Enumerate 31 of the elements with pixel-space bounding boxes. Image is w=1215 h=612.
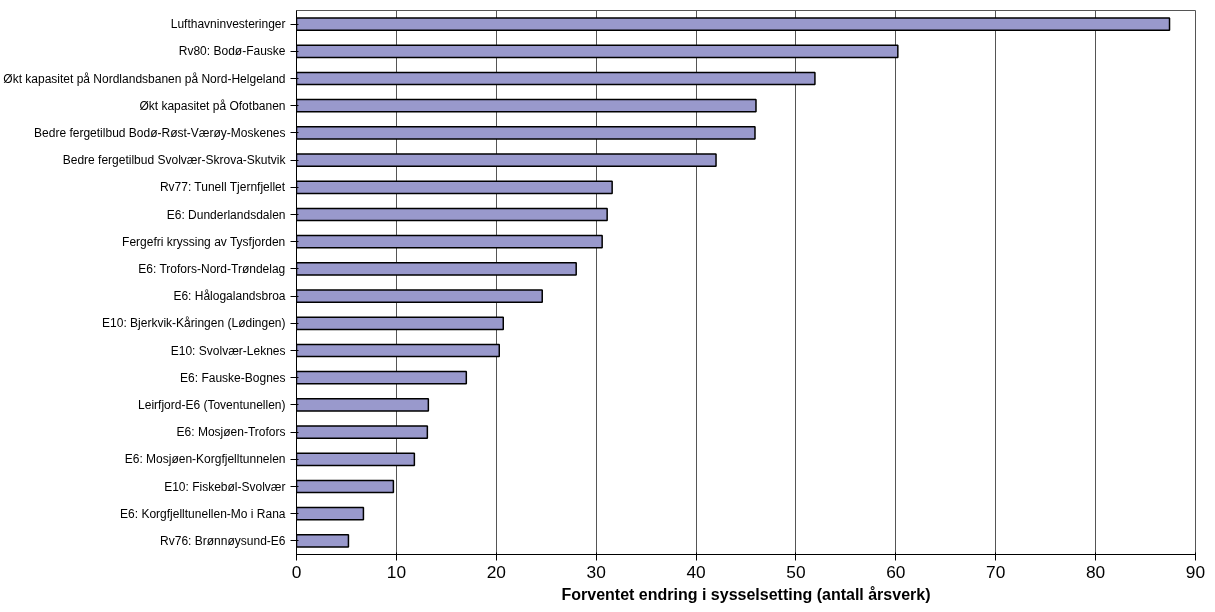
x-tick-label: 40 (686, 561, 706, 582)
x-axis-title: Forventet endring i sysselsetting (antall årsverk) (561, 585, 931, 603)
x-tick-label: 50 (786, 561, 806, 582)
x-tick-label: 80 (1085, 561, 1106, 582)
y-tick-label: Økt kapasitet på Nordlandsbanen på Nord-Helgeland (3, 71, 286, 86)
y-tick-label: E6: Hålogalandsbroa (173, 289, 286, 304)
y-tick-label: Bedre fergetilbud Bodø-Røst-Værøy-Moskenes (34, 125, 286, 140)
y-tick-label: Rv80: Bodø-Fauske (178, 44, 286, 59)
y-tick-label: E6: Fauske-Bognes (180, 370, 286, 385)
y-tick-label: E10: Fiskebøl-Svolvær (164, 479, 286, 494)
y-tick-label: E10: Svolvær-Leknes (170, 343, 286, 358)
y-tick-label: E6: Mosjøen-Trofors (176, 425, 286, 440)
x-tick-label: 70 (986, 561, 1006, 582)
y-tick-label: Leirfjord-E6 (Toventunellen) (138, 397, 286, 412)
x-tick-label: 60 (886, 561, 906, 582)
x-tick-label: 20 (486, 561, 506, 582)
y-tick-label: Rv77: Tunell Tjernfjellet (159, 180, 286, 195)
x-tick-label: 0 (291, 561, 302, 582)
y-tick-label: Lufthavninvesteringer (170, 17, 286, 32)
y-tick-label: Fergefri kryssing av Tysfjorden (122, 234, 286, 249)
y-tick-label: E6: Mosjøen-Korgfjelltunnelen (124, 452, 286, 467)
y-tick-label: Bedre fergetilbud Svolvær-Skrova-Skutvik (62, 153, 287, 168)
x-tick-label: 90 (1185, 561, 1206, 582)
y-tick-label: E6: Korgfjelltunellen-Mo i Rana (120, 506, 286, 521)
y-tick-label: E6: Trofors-Nord-Trøndelag (138, 261, 286, 276)
y-tick-label: Økt kapasitet på Ofotbanen (139, 98, 286, 113)
y-tick-label: E10: Bjerkvik-Kåringen (Lødingen) (102, 316, 286, 331)
y-tick-label: Rv76: Brønnøysund-E6 (160, 533, 286, 548)
y-tick-label: E6: Dunderlandsdalen (166, 207, 286, 222)
x-tick-label: 30 (586, 561, 606, 582)
x-tick-label: 10 (386, 561, 407, 582)
